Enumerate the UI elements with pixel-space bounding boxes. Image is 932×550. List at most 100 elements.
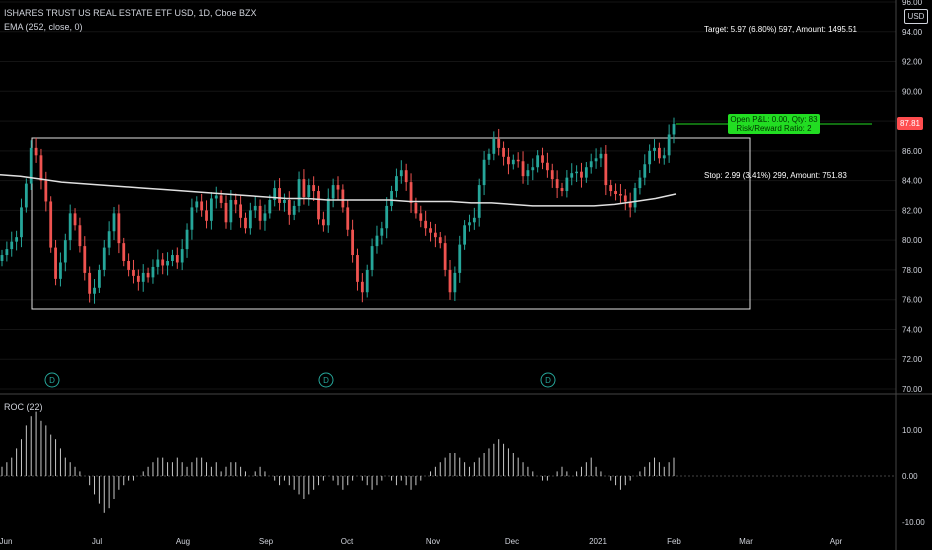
candle[interactable] [161, 253, 165, 275]
candle[interactable] [107, 221, 111, 256]
candle[interactable] [151, 259, 155, 284]
candle[interactable] [560, 182, 564, 197]
candle[interactable] [78, 217, 82, 253]
candle[interactable] [68, 204, 72, 251]
candle[interactable] [44, 171, 48, 212]
candle[interactable] [317, 185, 320, 225]
candle[interactable] [667, 124, 671, 163]
candle[interactable] [492, 131, 496, 161]
candle[interactable] [351, 219, 355, 263]
candle[interactable] [516, 152, 520, 168]
candle[interactable] [136, 269, 140, 291]
candle[interactable] [195, 196, 199, 213]
candle[interactable] [341, 184, 345, 213]
candle[interactable] [175, 247, 179, 269]
candle[interactable] [146, 267, 150, 283]
candle[interactable] [390, 185, 393, 212]
candle[interactable] [205, 200, 208, 229]
roc-indicator-label[interactable]: ROC (22) [4, 402, 43, 412]
candle[interactable] [283, 193, 286, 212]
candle[interactable] [609, 179, 613, 197]
candle[interactable] [5, 241, 9, 262]
candle[interactable] [20, 198, 23, 248]
candle[interactable] [297, 171, 301, 213]
ema-line[interactable] [0, 173, 677, 207]
candle[interactable] [190, 198, 194, 240]
candle[interactable] [102, 240, 106, 277]
candle[interactable] [132, 259, 135, 284]
candle[interactable] [49, 196, 53, 253]
candles[interactable] [0, 117, 676, 304]
candle[interactable] [453, 266, 457, 302]
candle[interactable] [565, 170, 569, 198]
candle[interactable] [73, 208, 77, 231]
candle[interactable] [234, 193, 238, 214]
candle[interactable] [599, 147, 603, 168]
candle[interactable] [54, 240, 57, 286]
currency-badge[interactable]: USD [904, 9, 928, 24]
candle[interactable] [63, 233, 67, 272]
candle[interactable] [433, 223, 437, 248]
candle[interactable] [584, 162, 588, 183]
candle[interactable] [438, 231, 442, 249]
candle[interactable] [244, 212, 247, 234]
candle[interactable] [171, 249, 174, 267]
candle[interactable] [472, 207, 476, 230]
candle[interactable] [575, 165, 579, 182]
candle[interactable] [253, 195, 257, 218]
candle[interactable] [214, 186, 218, 209]
candle[interactable] [482, 150, 486, 196]
candle[interactable] [399, 160, 403, 184]
candle[interactable] [458, 235, 462, 283]
candle[interactable] [419, 205, 423, 228]
candle[interactable] [511, 154, 515, 170]
candle[interactable] [302, 169, 306, 205]
candle[interactable] [360, 273, 364, 303]
candle[interactable] [273, 180, 277, 207]
dividend-marker-icon[interactable]: D [540, 372, 556, 388]
candle[interactable] [166, 252, 169, 276]
candle[interactable] [375, 225, 379, 254]
candle[interactable] [141, 264, 145, 292]
candle[interactable] [545, 152, 549, 178]
dividend-marker-icon[interactable]: D [318, 372, 334, 388]
candle[interactable] [429, 221, 432, 242]
candle[interactable] [424, 210, 428, 236]
candle[interactable] [156, 249, 160, 275]
candle[interactable] [463, 220, 467, 250]
open-pnl-badge[interactable]: Open P&L: 0.00, Qty: 83 Risk/Reward Rati… [728, 114, 820, 134]
candle[interactable] [614, 183, 617, 201]
roc-axis[interactable]: -10.00 0.00 10.00 [902, 426, 925, 527]
candle[interactable] [258, 199, 262, 230]
price-range-box[interactable] [31, 137, 751, 310]
candle[interactable] [180, 239, 184, 271]
candle[interactable] [628, 192, 632, 218]
candle[interactable] [365, 264, 369, 298]
candle[interactable] [88, 266, 92, 303]
candle[interactable] [93, 279, 96, 304]
candle[interactable] [326, 188, 330, 233]
candle[interactable] [29, 140, 33, 190]
candle[interactable] [448, 259, 452, 300]
candle[interactable] [536, 150, 540, 173]
candle[interactable] [521, 151, 525, 184]
candle[interactable] [336, 176, 340, 200]
candle[interactable] [623, 189, 627, 211]
candle[interactable] [34, 137, 38, 163]
roc-bars[interactable] [1, 411, 675, 513]
candle[interactable] [443, 235, 447, 277]
candle[interactable] [224, 195, 228, 229]
candle[interactable] [268, 194, 272, 219]
time-axis[interactable]: Jun Jul Aug Sep Oct Nov Dec 2021 Feb Mar Apr [0, 537, 843, 546]
candle[interactable] [97, 264, 101, 293]
candle[interactable] [248, 202, 252, 235]
candle[interactable] [209, 192, 213, 230]
candle[interactable] [312, 176, 316, 202]
candle[interactable] [672, 117, 676, 144]
candle[interactable] [589, 153, 593, 174]
ema-indicator-label[interactable]: EMA (252, close, 0) [4, 22, 83, 32]
candle[interactable] [307, 178, 311, 206]
candle[interactable] [385, 197, 389, 239]
price-axis[interactable]: 70.00 72.00 74.00 76.00 78.00 80.00 82.00 84.00… [902, 0, 923, 394]
